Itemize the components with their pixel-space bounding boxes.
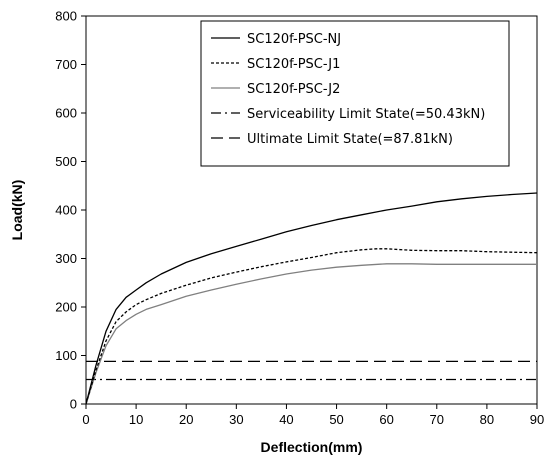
x-axis-title: Deflection(mm) [261,439,363,455]
x-tick-label: 60 [379,412,393,427]
x-tick-label: 10 [129,412,143,427]
legend: SC120f-PSC-NJ SC120f-PSC-J1 SC120f-PSC-J2 S… [200,20,510,167]
y-tick-label: 800 [55,9,77,24]
x-tick-label: 70 [430,412,444,427]
x-tick-label: 40 [279,412,293,427]
x-tick-label: 50 [329,412,343,427]
y-axis-title: Load(kN) [9,180,25,241]
y-tick-label: 300 [55,251,77,266]
series-line-1 [85,192,538,405]
legend-label-3: SC120f-PSC-J2 [247,82,340,97]
y-tick-label: 400 [55,203,77,218]
legend-label-2: SC120f-PSC-J1 [247,57,340,72]
series-line-3 [85,263,537,405]
y-tick-label: 100 [55,348,77,363]
x-tick-label: 20 [179,412,193,427]
x-tick-label: 80 [480,412,494,427]
legend-box [200,20,510,167]
y-tick-label: 700 [55,57,77,72]
legend-label-4: Serviceability Limit State(=50.43kN) [247,107,485,122]
series-line-2 [85,248,538,405]
y-tick-label: 500 [55,154,77,169]
x-tick-label: 30 [229,412,243,427]
legend-label-5: Ultimate Limit State(=87.81kN) [247,132,453,147]
y-tick-label: 200 [55,300,77,315]
y-tick-label: 600 [55,106,77,121]
y-tick-label: 0 [70,397,77,412]
x-tick-label: 0 [82,412,89,427]
x-tick-label: 90 [530,412,544,427]
legend-label-1: SC120f-PSC-NJ [247,32,341,47]
